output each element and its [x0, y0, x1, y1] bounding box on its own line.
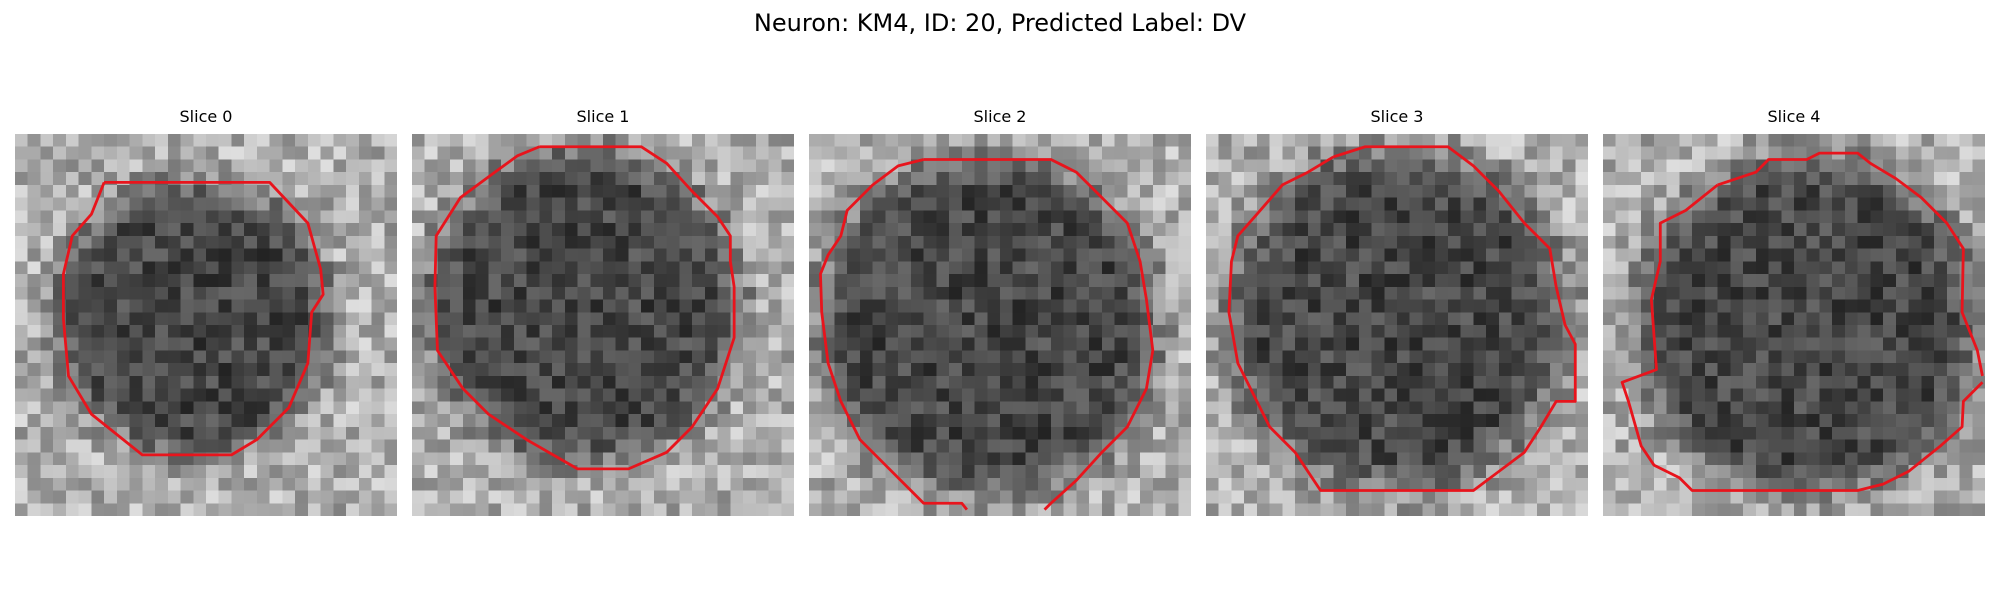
- slice-panel-4: Slice 4: [1603, 106, 1985, 516]
- contour-line-3: [1227, 145, 1577, 492]
- contour-line-2b: [819, 158, 968, 511]
- neuron-contour-1: [433, 145, 736, 471]
- contour-line-0: [61, 180, 325, 457]
- contour-line-4: [1717, 151, 1984, 377]
- slice-title-0: Slice 0: [179, 107, 233, 126]
- slice-title-2: Slice 2: [973, 107, 1027, 126]
- contour-line-1: [433, 145, 736, 471]
- figure-title: Neuron: KM4, ID: 20, Predicted Label: DV: [753, 9, 1247, 37]
- slice-title-4: Slice 4: [1767, 107, 1821, 126]
- slice-panel-1: Slice 1: [412, 106, 794, 516]
- contour-line-2: [923, 158, 1155, 511]
- neuron-contour-2: [819, 158, 1155, 511]
- slice-panel-2: Slice 2: [809, 106, 1191, 516]
- contour-line-4b: [1620, 183, 1984, 492]
- neuron-contour-0: [61, 180, 325, 457]
- slice-title-3: Slice 3: [1370, 107, 1424, 126]
- slice-title-1: Slice 1: [576, 107, 630, 126]
- neuron-contour-3: [1227, 145, 1577, 492]
- slice-panel-0: Slice 0: [15, 106, 397, 516]
- slice-panel-3: Slice 3: [1206, 106, 1588, 516]
- slice-image-0: [15, 134, 397, 516]
- slice-image-1: [412, 134, 794, 516]
- neuron-contour-4: [1620, 151, 1984, 492]
